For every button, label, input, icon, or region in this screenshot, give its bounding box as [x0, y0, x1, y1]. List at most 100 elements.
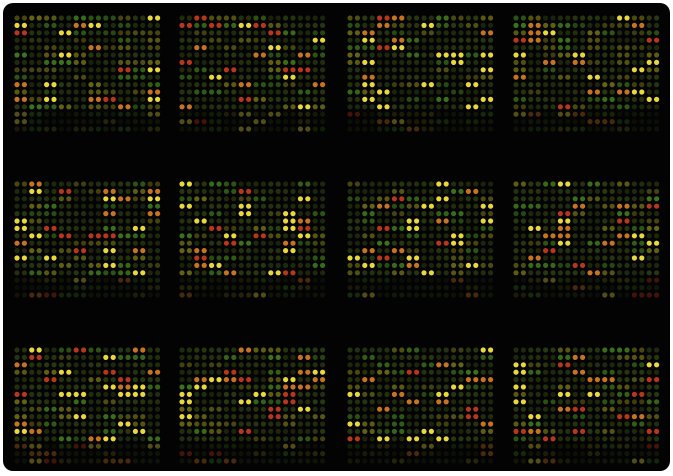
spot [29, 354, 35, 360]
spot [320, 406, 326, 412]
spot [260, 354, 266, 360]
spot [125, 428, 131, 434]
spot [186, 59, 192, 65]
spot [132, 119, 138, 125]
spot [580, 22, 586, 28]
spot [391, 211, 397, 217]
spot [246, 22, 252, 28]
spot [602, 203, 608, 209]
spot [216, 30, 222, 36]
spot [246, 240, 252, 246]
spot [88, 126, 94, 132]
spot [458, 391, 464, 397]
spot [216, 15, 222, 21]
spot [488, 15, 494, 21]
spot [66, 119, 72, 125]
spot [436, 225, 442, 231]
spot [186, 362, 192, 368]
spot [428, 211, 434, 217]
spot [565, 354, 571, 360]
spot [414, 384, 420, 390]
spot [458, 188, 464, 194]
spot [528, 181, 534, 187]
spot [347, 391, 353, 397]
spot [473, 421, 479, 427]
spot [246, 233, 252, 239]
spot [81, 211, 87, 217]
spot [587, 211, 593, 217]
spot [609, 96, 615, 102]
spot [118, 391, 124, 397]
spot [246, 181, 252, 187]
spot [51, 255, 57, 261]
spot [305, 37, 311, 43]
spot [132, 126, 138, 132]
spot [147, 225, 153, 231]
spot [21, 181, 27, 187]
spot [384, 391, 390, 397]
spot [238, 369, 244, 375]
spot [201, 126, 207, 132]
spot [535, 211, 541, 217]
spot [201, 22, 207, 28]
spot [14, 421, 20, 427]
spot [480, 369, 486, 375]
spot [384, 15, 390, 21]
spot [14, 59, 20, 65]
spot [103, 218, 109, 224]
spot [617, 369, 623, 375]
spot [231, 240, 237, 246]
spot [646, 96, 652, 102]
spot [305, 211, 311, 217]
spot [624, 218, 630, 224]
spot [209, 421, 215, 427]
spot [253, 30, 259, 36]
spot [354, 225, 360, 231]
spot [290, 104, 296, 110]
spot [201, 406, 207, 412]
spot-block [513, 347, 660, 464]
spot [14, 240, 20, 246]
spot [58, 22, 64, 28]
spot [194, 384, 200, 390]
spot [362, 203, 368, 209]
spot [624, 59, 630, 65]
spot [580, 377, 586, 383]
spot [297, 218, 303, 224]
spot [480, 196, 486, 202]
spot [535, 96, 541, 102]
spot [147, 451, 153, 457]
spot [21, 414, 27, 420]
spot [216, 82, 222, 88]
spot [377, 52, 383, 58]
spot [155, 406, 161, 412]
spot [118, 421, 124, 427]
spot [81, 37, 87, 43]
spot [95, 22, 101, 28]
spot [305, 270, 311, 276]
spot [362, 399, 368, 405]
spot [118, 399, 124, 405]
spot [179, 428, 185, 434]
spot [194, 369, 200, 375]
spot [414, 15, 420, 21]
spot [572, 270, 578, 276]
spot [223, 188, 229, 194]
spot [465, 22, 471, 28]
spot [550, 384, 556, 390]
spot [51, 119, 57, 125]
spot [473, 82, 479, 88]
spot [654, 211, 660, 217]
spot [216, 233, 222, 239]
spot [73, 384, 79, 390]
spot [347, 399, 353, 405]
spot [312, 119, 318, 125]
spot [312, 82, 318, 88]
spot [179, 89, 185, 95]
spot [654, 82, 660, 88]
spot [283, 196, 289, 202]
spot [480, 67, 486, 73]
spot [602, 377, 608, 383]
spot [609, 67, 615, 73]
spot [550, 347, 556, 353]
